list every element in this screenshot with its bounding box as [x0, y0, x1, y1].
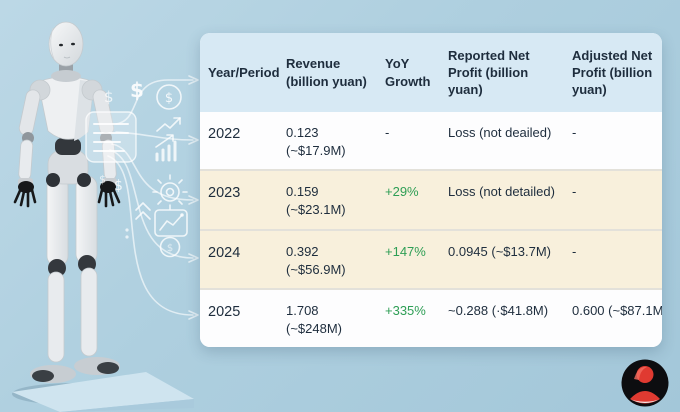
column-header-yoy-growth: YoY Growth — [385, 56, 431, 89]
dollar-symbol: $ — [99, 173, 106, 186]
robot-illustration: $ $ — [12, 21, 199, 412]
cell-adjusted-net-profit: - — [572, 184, 577, 200]
avatar — [620, 358, 670, 408]
column-header-adjusted-net-profit: Adjusted Net Profit (billion yuan) — [572, 47, 653, 98]
cell-year: 2022 — [208, 126, 241, 142]
cell-revenue: 1.708 (~$248M) — [286, 302, 342, 336]
platform — [12, 372, 194, 412]
cell-year: 2024 — [208, 244, 241, 261]
cell-revenue: 0.123 (~$17.9M) — [286, 125, 346, 159]
cell-yoy-growth: +335% — [385, 302, 426, 318]
flow-lines — [107, 75, 199, 320]
cell-adjusted-net-profit: 0.600 (~$87.1M) — [572, 302, 662, 318]
robot-body — [13, 21, 121, 383]
table-row-2024: 2024 0.392 (~$56.9M) +147% 0.0945 (~$13.… — [200, 228, 662, 288]
cell-yoy-growth: - — [385, 125, 390, 140]
cell-yoy-growth: +147% — [385, 243, 426, 259]
avatar-icon — [621, 359, 669, 407]
dollar-symbol: $ — [130, 78, 144, 102]
dollar-glyph: $ — [165, 91, 173, 106]
cell-reported-net-profit: Loss (not deailed) — [448, 125, 552, 140]
table-row-2023: 2023 0.159 (~$23.1M) +29% Loss (not deta… — [200, 169, 662, 229]
dollar-symbol: $ — [104, 88, 114, 106]
bar-chart-icon — [155, 134, 177, 162]
cell-yoy-growth: +29% — [385, 184, 419, 200]
coin-icon: $ — [159, 236, 181, 258]
dots-accent — [125, 228, 129, 239]
cell-revenue: 0.159 (~$23.1M) — [286, 184, 346, 218]
cell-year: 2025 — [208, 303, 241, 320]
line-chart-icon — [154, 209, 188, 237]
cell-year: 2023 — [208, 185, 241, 202]
cell-reported-net-profit: Loss (not detailed) — [448, 184, 555, 200]
cell-adjusted-net-profit: - — [572, 243, 577, 259]
cell-reported-net-profit: ~0.288 (·$41.8M) — [448, 302, 549, 318]
trend-up-icon — [156, 117, 181, 132]
column-header-revenue: Revenue (billion yuan) — [286, 56, 367, 89]
table-header-row: Year/Period Revenue (billion yuan) YoY G… — [200, 33, 662, 112]
column-header-reported-net-profit: Reported Net Profit (billion yuan) — [448, 47, 530, 98]
dollar-circle-icon: $ — [156, 84, 182, 110]
chevron-up-icon — [135, 202, 151, 220]
table-row-2022: 2022 0.123 (~$17.9M) - Loss (not deailed… — [200, 112, 662, 170]
cell-revenue: 0.392 (~$56.9M) — [286, 243, 346, 277]
cell-adjusted-net-profit: - — [572, 125, 577, 140]
gear-icon — [152, 174, 188, 210]
column-header-year-period: Year/Period — [208, 64, 280, 80]
financials-table: Year/Period Revenue (billion yuan) YoY G… — [200, 33, 662, 347]
dollar-glyph: $ — [167, 243, 173, 254]
cell-reported-net-profit: 0.0945 (~$13.7M) — [448, 243, 551, 259]
table-row-2025: 2025 1.708 (~$248M) +335% ~0.288 (·$41.8… — [200, 287, 662, 347]
dollar-symbol: $ — [114, 178, 123, 194]
